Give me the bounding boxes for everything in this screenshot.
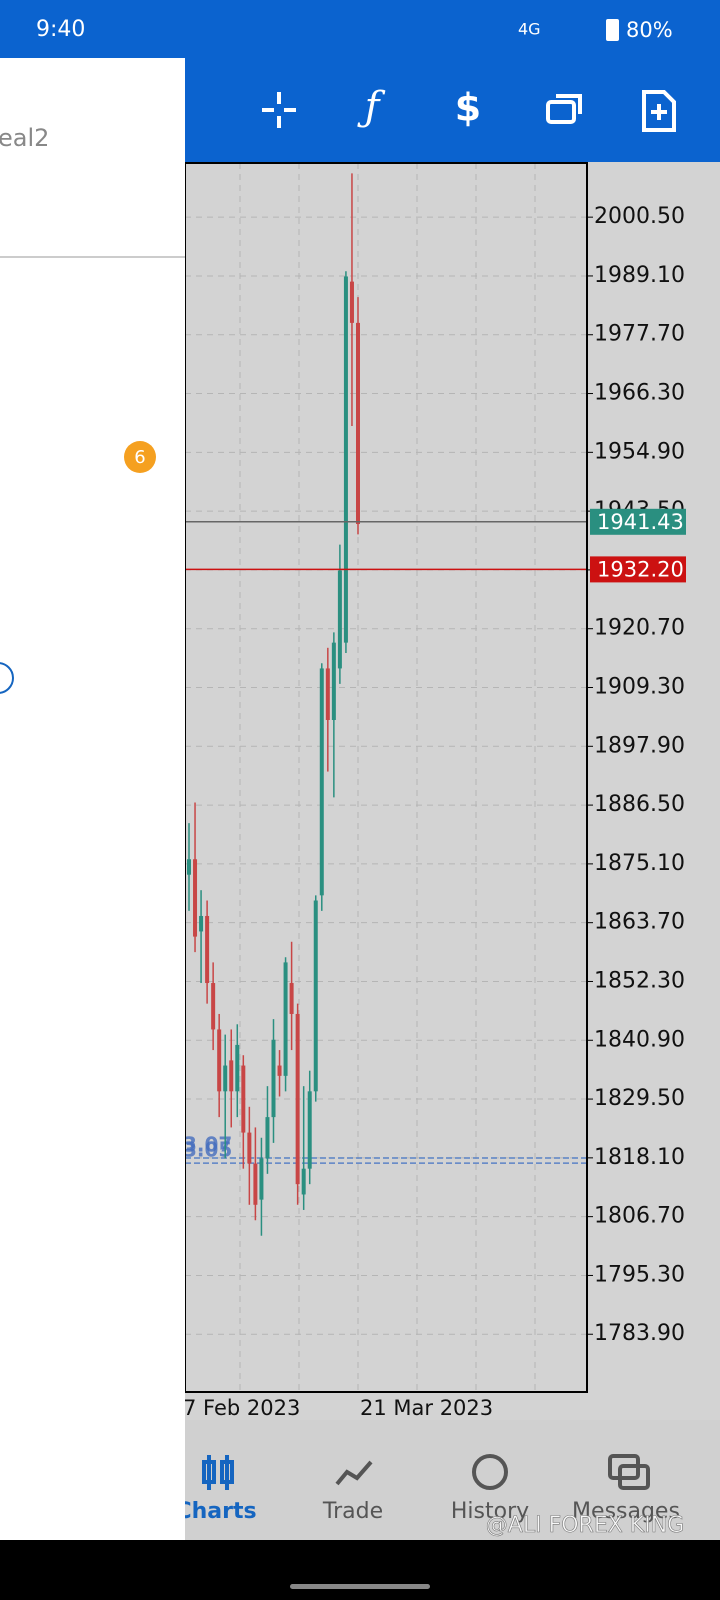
candle-body: [235, 1044, 240, 1092]
charts-icon[interactable]: [202, 1455, 234, 1490]
candle-body: [337, 570, 342, 669]
messages-icon[interactable]: [608, 1454, 650, 1490]
ask-label: 1932.20: [597, 557, 684, 581]
candle-body: [325, 668, 330, 720]
account-name[interactable]: eal2: [0, 124, 49, 152]
system-bar: [0, 1540, 720, 1600]
y-tick-label: 1875.10: [594, 851, 685, 876]
candle-body: [187, 859, 191, 875]
new-order-icon[interactable]: [642, 90, 676, 132]
candle-body: [301, 1168, 306, 1195]
candle-body: [265, 1117, 270, 1159]
candle-body: [319, 668, 324, 896]
y-tick-label: 1829.50: [594, 1086, 685, 1111]
bid-label: 1941.43: [597, 510, 684, 534]
status-network: 4G: [518, 20, 541, 39]
candle-body: [295, 1013, 300, 1185]
status-bar: [0, 0, 720, 58]
candle-body: [271, 1039, 276, 1118]
y-tick-label: 2000.50: [594, 204, 685, 229]
candle-body: [343, 276, 348, 643]
y-tick-label: 1783.90: [594, 1321, 685, 1346]
nav-item[interactable]: Trade: [322, 1499, 383, 1524]
y-tick-label: 1954.90: [594, 439, 685, 464]
candle-body: [229, 1060, 234, 1092]
status-battery: 80%: [626, 18, 673, 42]
x-tick-label: 7 Feb 2023: [183, 1396, 300, 1420]
order-level-label: 3.07: [183, 1133, 232, 1157]
candle-body: [223, 1065, 228, 1092]
bid-label-box: [590, 508, 686, 535]
y-tick-label: 1818.10: [594, 1145, 685, 1170]
candle-body: [283, 962, 288, 1076]
candle-body: [356, 322, 360, 525]
candle-body: [211, 983, 216, 1030]
crosshair-icon[interactable]: [262, 92, 296, 128]
y-tick-label: 1897.90: [594, 733, 685, 758]
nav-item[interactable]: Messages: [572, 1499, 680, 1524]
y-tick-label: 1977.70: [594, 322, 685, 347]
home-indicator: [290, 1584, 430, 1589]
x-tick-label: 21 Mar 2023: [360, 1396, 493, 1420]
watermark: @ALI FOREX KING: [486, 1513, 684, 1538]
y-tick-label: 1989.10: [594, 263, 685, 288]
candle-body: [217, 1029, 222, 1092]
candle-body: [205, 915, 210, 984]
chart: 2000.501989.101977.701966.301954.901943.…: [183, 162, 686, 1420]
y-tick-label: 1795.30: [594, 1262, 685, 1287]
drawer-panel: [0, 58, 185, 1540]
ask-label-box: [590, 556, 686, 583]
badge-count: 6: [134, 447, 145, 468]
order-level-label: 3.05: [183, 1138, 232, 1162]
drawer-icon[interactable]: [0, 662, 14, 694]
candle-body: [193, 859, 198, 937]
y-tick-label: 1840.90: [594, 1027, 685, 1052]
y-tick-label: 1920.70: [594, 616, 685, 641]
candle-body: [253, 1163, 258, 1205]
y-tick-label: 1806.70: [594, 1204, 685, 1229]
candle-body: [259, 1158, 264, 1200]
y-tick-label: 1909.30: [594, 675, 685, 700]
nav-item[interactable]: Charts: [175, 1499, 256, 1524]
trade-icon[interactable]: $: [455, 86, 481, 130]
badge: [124, 441, 156, 473]
candle-body: [277, 1065, 282, 1076]
history-icon[interactable]: [472, 1454, 508, 1490]
y-tick-label: 1886.50: [594, 792, 685, 817]
nav-item[interactable]: History: [451, 1499, 529, 1524]
candle-body: [241, 1065, 246, 1133]
status-time: 9:40: [36, 17, 85, 42]
candle-body: [247, 1132, 252, 1164]
candle-body: [313, 900, 318, 1092]
nav-icons: [202, 1454, 650, 1490]
trade-nav-icon[interactable]: [335, 1460, 373, 1486]
candle-body: [331, 642, 336, 720]
drawer: eal2 6: [0, 58, 185, 1540]
candle-body: [349, 281, 354, 323]
y-tick-label: 1966.30: [594, 381, 685, 406]
candle-body: [307, 1091, 312, 1169]
battery-icon: [606, 19, 619, 41]
y-tick-label: 1863.70: [594, 910, 685, 935]
candle-body: [289, 983, 294, 1014]
y-tick-label: 1852.30: [594, 968, 685, 993]
windows-icon[interactable]: [546, 94, 582, 124]
candle-body: [199, 915, 204, 932]
